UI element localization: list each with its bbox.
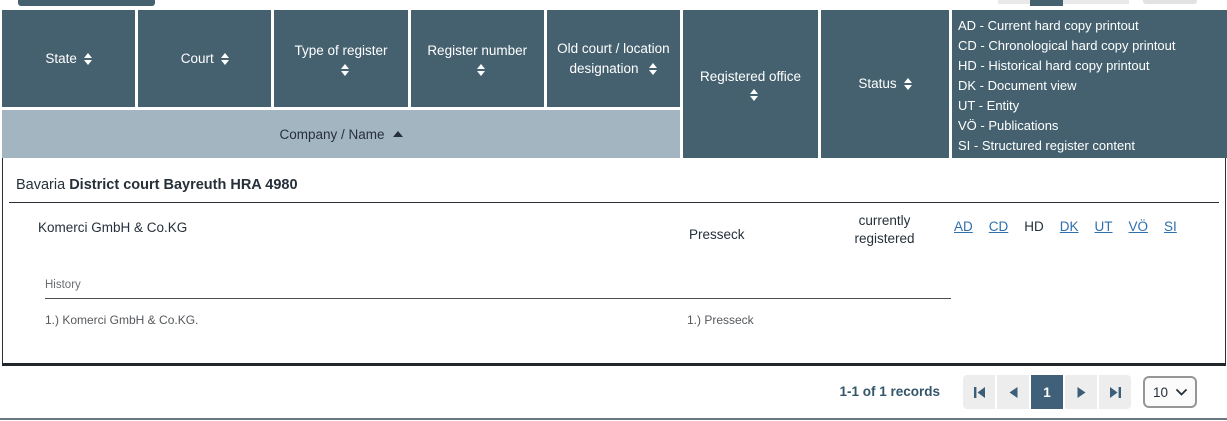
document-links: AD CD HD DK UT VÖ SI bbox=[948, 203, 1225, 234]
records-count: 1-1 of 1 records bbox=[839, 384, 940, 399]
column-header-registered-office[interactable]: Registered office bbox=[683, 10, 818, 158]
sort-ascending-icon bbox=[392, 131, 403, 137]
top-pagination-partial[interactable] bbox=[998, 0, 1129, 4]
sort-icon bbox=[476, 63, 485, 76]
next-page-icon bbox=[1077, 386, 1085, 398]
result-row: Komerci GmbH & Co.KG Presseck currently … bbox=[3, 203, 1225, 248]
current-page-button[interactable]: 1 bbox=[1031, 375, 1063, 409]
column-label: Court bbox=[180, 50, 214, 66]
page-size-select[interactable]: 10 bbox=[1143, 376, 1197, 408]
column-header-status[interactable]: Status bbox=[821, 10, 949, 158]
status-cell: currently registered bbox=[854, 213, 915, 246]
previous-page-icon bbox=[1009, 386, 1017, 398]
result-group-header: Bavaria District court Bayreuth HRA 4980 bbox=[3, 158, 1225, 193]
column-label: Registered office bbox=[699, 68, 802, 84]
column-header-court[interactable]: Court bbox=[138, 10, 272, 107]
history-company-entry: 1.) Komerci GmbH & Co.KG. bbox=[45, 313, 199, 327]
hd-historical-printout-disabled: HD bbox=[1024, 219, 1044, 234]
history-section: History 1.) Komerci GmbH & Co.KG. 1.) Pr… bbox=[45, 279, 951, 327]
legend-line: SI - Structured register content bbox=[958, 138, 1136, 153]
registered-office-cell: Presseck bbox=[689, 227, 745, 242]
sort-icon bbox=[903, 78, 912, 90]
company-name-cell: Komerci GmbH & Co.KG bbox=[38, 220, 188, 235]
history-title: History bbox=[45, 279, 951, 299]
top-page-size-partial[interactable] bbox=[1143, 0, 1197, 4]
link-cd-chronological-printout[interactable]: CD bbox=[988, 219, 1009, 234]
first-page-icon bbox=[973, 386, 985, 398]
link-ut-entity[interactable]: UT bbox=[1094, 219, 1113, 234]
next-page-button[interactable] bbox=[1065, 375, 1097, 409]
sort-icon bbox=[83, 52, 92, 65]
column-label: Type of register bbox=[294, 43, 388, 59]
sort-icon bbox=[750, 89, 758, 102]
column-label: Old court / location designation bbox=[557, 40, 670, 76]
last-page-icon bbox=[1109, 386, 1121, 398]
abbreviation-legend: AD - Current hard copy printout CD - Chr… bbox=[952, 10, 1227, 158]
link-dk-document-view[interactable]: DK bbox=[1059, 219, 1079, 234]
result-court-register: District court Bayreuth HRA 4980 bbox=[69, 177, 298, 193]
legend-line: CD - Chronological hard copy printout bbox=[958, 38, 1176, 53]
column-header-type-of-register[interactable]: Type of register bbox=[274, 10, 408, 107]
sort-icon bbox=[220, 52, 229, 65]
last-page-button[interactable] bbox=[1099, 375, 1131, 409]
sort-icon bbox=[340, 63, 349, 76]
column-label: Register number bbox=[427, 43, 528, 59]
legend-line: VÖ - Publications bbox=[958, 118, 1059, 133]
results-table-header: State Court Type of register Register nu… bbox=[2, 10, 1227, 158]
top-pagination-current-page-partial[interactable] bbox=[1030, 0, 1063, 6]
result-state: Bavaria bbox=[16, 177, 66, 193]
chevron-down-icon bbox=[1176, 388, 1187, 396]
sort-icon bbox=[649, 62, 658, 75]
column-header-state[interactable]: State bbox=[2, 10, 136, 107]
column-label: Status bbox=[858, 76, 897, 92]
top-button-partial[interactable] bbox=[18, 0, 155, 6]
legend-line: UT - Entity bbox=[958, 98, 1020, 113]
legend-line: HD - Historical hard copy printout bbox=[958, 58, 1150, 73]
column-label: Company / Name bbox=[279, 126, 385, 142]
link-ad-current-printout[interactable]: AD bbox=[954, 219, 973, 234]
legend-line: AD - Current hard copy printout bbox=[958, 18, 1139, 33]
previous-page-button[interactable] bbox=[997, 375, 1029, 409]
link-vo-publications[interactable]: VÖ bbox=[1128, 219, 1149, 234]
divider bbox=[9, 202, 1219, 203]
legend-line: DK - Document view bbox=[958, 78, 1077, 93]
first-page-button[interactable] bbox=[963, 375, 995, 409]
history-office-entry: 1.) Presseck bbox=[687, 313, 754, 327]
results-table-body: Bavaria District court Bayreuth HRA 4980… bbox=[2, 158, 1226, 366]
column-header-company-name[interactable]: Company / Name bbox=[2, 110, 680, 158]
column-header-old-court[interactable]: Old court / location designation bbox=[546, 10, 681, 107]
pagination-controls: 1 bbox=[963, 375, 1131, 409]
column-label: State bbox=[45, 50, 77, 66]
page-size-value: 10 bbox=[1152, 384, 1169, 400]
history-row: 1.) Komerci GmbH & Co.KG. 1.) Presseck bbox=[45, 313, 951, 327]
page-bottom-divider bbox=[0, 418, 1227, 420]
link-si-structured-content[interactable]: SI bbox=[1164, 219, 1177, 234]
column-header-register-number[interactable]: Register number bbox=[410, 10, 544, 107]
